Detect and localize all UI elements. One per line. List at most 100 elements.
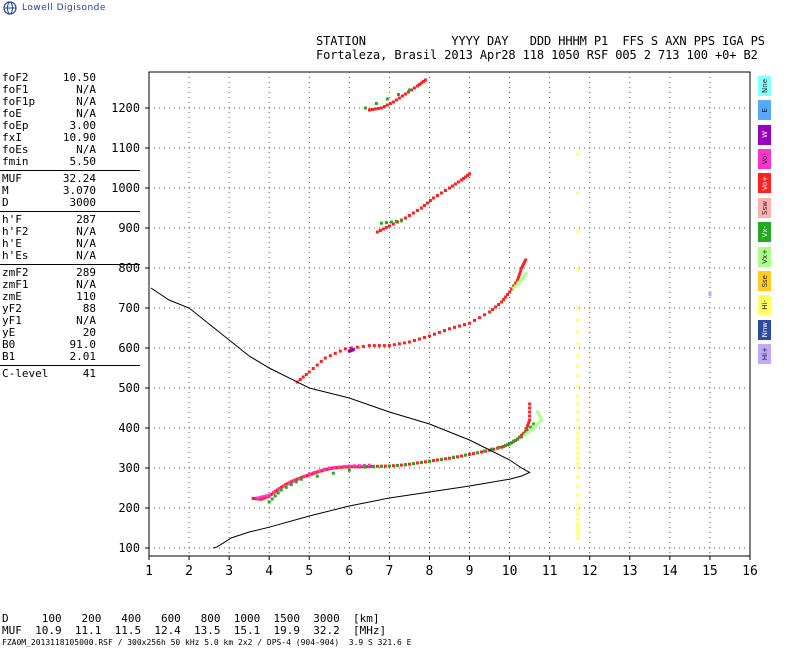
y-tick-label: 1200 [111, 101, 140, 115]
x-tick-label: 14 [662, 564, 678, 579]
echo-point [415, 461, 419, 465]
echo-point [361, 344, 365, 348]
echo-point [528, 406, 532, 410]
param-name: B1 [2, 350, 16, 363]
param-value: 5.50 [69, 155, 97, 168]
param-name: foEp [2, 119, 29, 132]
echo-point [448, 456, 451, 460]
echo-point [383, 464, 387, 468]
echo-point [421, 80, 425, 83]
param-value: 10.50 [62, 71, 96, 84]
echo-point [524, 258, 528, 262]
echo-point [363, 465, 367, 469]
echo-point [576, 512, 580, 516]
echo-point [422, 336, 426, 339]
param-name: foF1 [2, 83, 29, 96]
echo-point [476, 451, 480, 455]
param-group: zmF2 289 zmF1 N/A zmE 110 yF2 88 yF1 N/A yE 20 B0 91.… [0, 267, 140, 366]
legend-swatch: Hi+ [758, 343, 771, 364]
echo-point [472, 452, 476, 456]
echo-point [576, 446, 580, 450]
echo-point [468, 172, 472, 176]
param-value: N/A [76, 107, 96, 120]
echo-point [276, 491, 280, 495]
x-tick-label: 8 [426, 564, 434, 579]
echo-point [576, 384, 580, 388]
echo-point [576, 431, 580, 435]
echo-point [576, 484, 580, 488]
param-row: h'F2 N/A [0, 226, 140, 238]
echo-point [518, 272, 522, 276]
echo-point [347, 468, 351, 472]
echo-point [304, 373, 308, 376]
echo-point [536, 422, 540, 426]
echo-point [329, 466, 333, 470]
echo-point [527, 421, 531, 425]
echo-point [297, 477, 301, 481]
echo-point [412, 339, 416, 342]
lowell-digisonde-logo: Lowell Digisonde [3, 1, 106, 15]
echo-point [576, 418, 580, 422]
param-name: foEs [2, 143, 29, 156]
echo-point [387, 224, 391, 228]
echo-point [312, 471, 316, 474]
echo-point [372, 344, 376, 348]
param-row: B0 91.0 [0, 339, 140, 351]
echo-point [576, 152, 580, 156]
echo-point [520, 433, 524, 437]
echo-point [407, 340, 411, 344]
echo-point [518, 435, 522, 439]
echo-point [257, 497, 261, 501]
echo-point [394, 219, 398, 223]
echo-point [522, 262, 526, 266]
param-value: 3.070 [62, 184, 96, 197]
echo-point [397, 342, 401, 346]
param-row: h'F 287 [0, 214, 140, 226]
param-row: zmF2 289 [0, 267, 140, 279]
y-tick-label: 200 [118, 501, 140, 515]
echo-point [464, 453, 468, 457]
echo-point [468, 321, 472, 325]
echo-point [279, 488, 283, 492]
echo-point [367, 344, 371, 348]
param-row: foE N/A [0, 108, 140, 120]
echo-point [500, 445, 504, 449]
echo-point [463, 323, 467, 327]
echo-point [464, 175, 468, 179]
echo-point [530, 428, 534, 432]
echo-point [407, 214, 411, 217]
echo-point [514, 438, 518, 442]
x-tick-label: 11 [542, 564, 558, 579]
echo-point [427, 460, 431, 464]
echo-point [508, 290, 512, 294]
param-group: h'F 287 h'F2 N/A h'E N/A h'Es N/A [0, 214, 140, 265]
echo-point [540, 418, 544, 422]
param-name: C-level [2, 367, 49, 380]
param-row: M 3.070 [0, 185, 140, 197]
x-tick-label: 7 [385, 564, 393, 579]
echo-point [294, 480, 298, 484]
echo-point [319, 469, 323, 473]
echo-point [502, 444, 506, 448]
param-name: B0 [2, 338, 16, 351]
y-tick-label: 1000 [111, 181, 140, 195]
globe-icon [3, 1, 17, 15]
y-tick-label: 900 [118, 221, 140, 235]
echo-point [520, 435, 524, 439]
echo-point [510, 441, 514, 445]
echo-point [315, 470, 319, 474]
echo-point [435, 194, 439, 197]
y-tick-label: 400 [118, 421, 140, 435]
echo-point [435, 458, 439, 462]
echo-point [328, 354, 332, 358]
echo-point [391, 100, 395, 104]
echo-point [412, 86, 416, 90]
echo-point [419, 206, 423, 210]
param-name: h'E [2, 237, 22, 250]
echo-point [468, 452, 472, 456]
echo-point [529, 425, 533, 429]
density-profile-line [150, 287, 531, 549]
echo-point [480, 450, 484, 454]
param-value: N/A [76, 237, 96, 250]
echo-point [448, 186, 451, 190]
